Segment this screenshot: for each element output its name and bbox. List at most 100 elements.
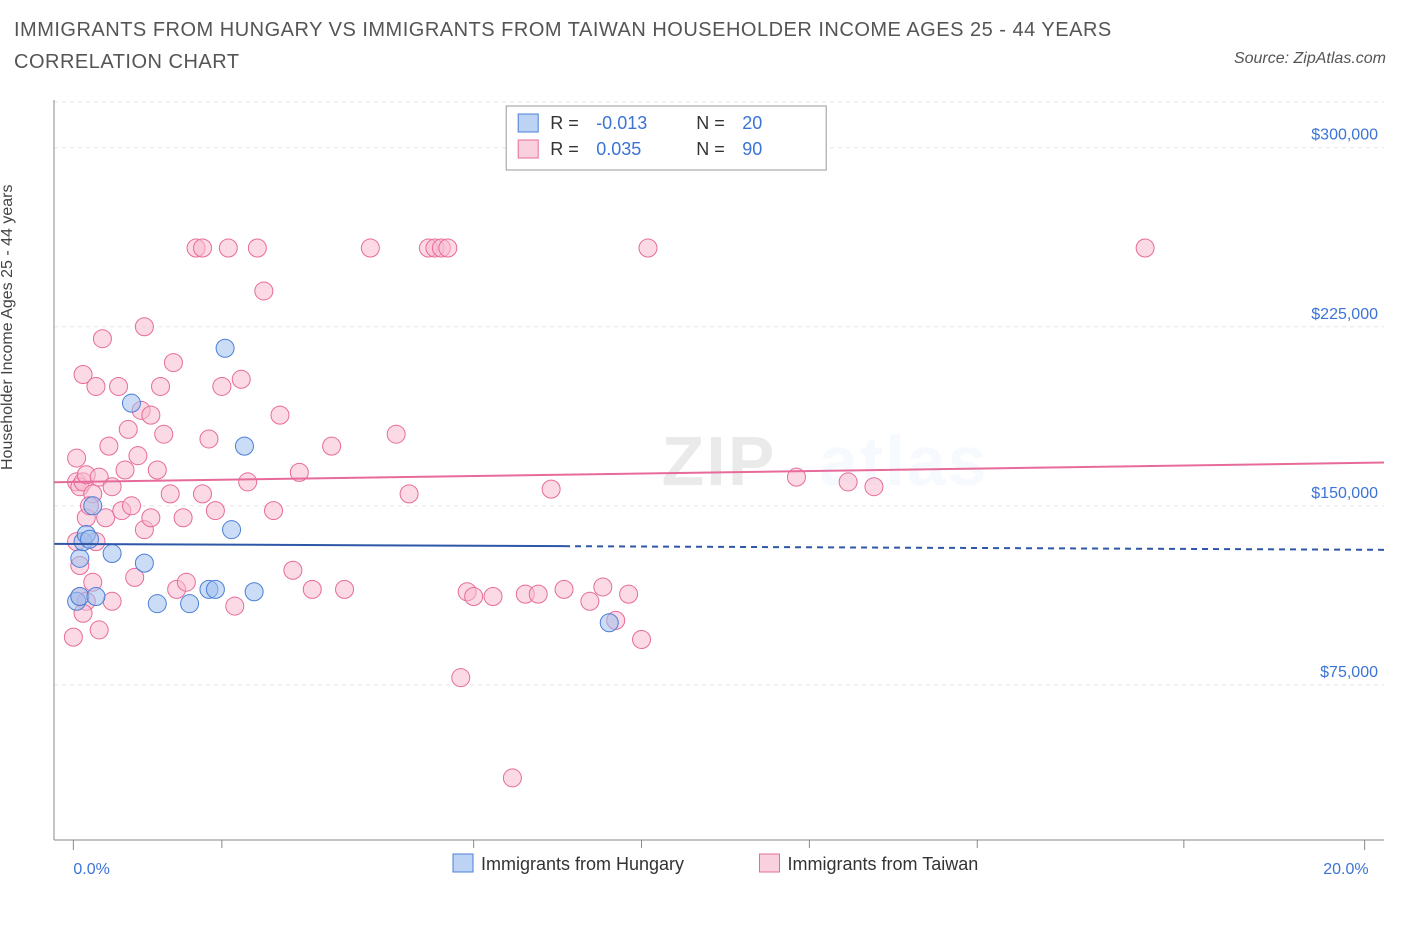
scatter-point-taiwan bbox=[361, 239, 379, 257]
scatter-point-taiwan bbox=[193, 239, 211, 257]
scatter-point-hungary bbox=[103, 545, 121, 563]
scatter-point-taiwan bbox=[439, 239, 457, 257]
scatter-point-taiwan bbox=[148, 461, 166, 479]
bottom-legend-label: Immigrants from Hungary bbox=[481, 854, 684, 874]
bottom-legend-swatch-taiwan bbox=[760, 854, 780, 872]
scatter-point-taiwan bbox=[865, 478, 883, 496]
scatter-point-taiwan bbox=[529, 585, 547, 603]
scatter-point-taiwan bbox=[142, 406, 160, 424]
scatter-point-taiwan bbox=[232, 370, 250, 388]
source-attribution: Source: ZipAtlas.com bbox=[1234, 50, 1386, 68]
scatter-point-taiwan bbox=[90, 621, 108, 639]
scatter-point-hungary bbox=[245, 583, 263, 601]
scatter-point-taiwan bbox=[152, 377, 170, 395]
scatter-point-taiwan bbox=[581, 592, 599, 610]
scatter-point-taiwan bbox=[387, 425, 405, 443]
legend-r-label: R = bbox=[550, 113, 579, 133]
scatter-point-taiwan bbox=[68, 449, 86, 467]
scatter-point-taiwan bbox=[64, 628, 82, 646]
scatter-point-taiwan bbox=[174, 509, 192, 527]
scatter-point-taiwan bbox=[103, 592, 121, 610]
x-tick-label: 0.0% bbox=[73, 861, 109, 878]
scatter-point-taiwan bbox=[213, 377, 231, 395]
scatter-point-taiwan bbox=[271, 406, 289, 424]
scatter-point-taiwan bbox=[200, 430, 218, 448]
scatter-point-taiwan bbox=[465, 588, 483, 606]
scatter-point-taiwan bbox=[87, 377, 105, 395]
scatter-point-hungary bbox=[181, 595, 199, 613]
scatter-point-hungary bbox=[71, 549, 89, 567]
scatter-point-hungary bbox=[206, 580, 224, 598]
scatter-point-hungary bbox=[600, 614, 618, 632]
scatter-point-hungary bbox=[148, 595, 166, 613]
scatter-point-taiwan bbox=[484, 588, 502, 606]
scatter-point-hungary bbox=[235, 437, 253, 455]
scatter-point-taiwan bbox=[400, 485, 418, 503]
scatter-point-taiwan bbox=[265, 502, 283, 520]
scatter-point-hungary bbox=[84, 497, 102, 515]
scatter-point-hungary bbox=[216, 339, 234, 357]
legend-r-label: R = bbox=[550, 139, 579, 159]
scatter-point-taiwan bbox=[542, 480, 560, 498]
x-tick-label: 20.0% bbox=[1323, 861, 1368, 878]
scatter-point-taiwan bbox=[122, 497, 140, 515]
scatter-point-hungary bbox=[81, 530, 99, 548]
scatter-point-taiwan bbox=[219, 239, 237, 257]
scatter-point-taiwan bbox=[336, 580, 354, 598]
scatter-point-taiwan bbox=[303, 580, 321, 598]
scatter-point-taiwan bbox=[155, 425, 173, 443]
watermark: ZIP bbox=[662, 422, 777, 500]
plot-area: ZIPatlas$75,000$150,000$225,000$300,0000… bbox=[40, 100, 1390, 880]
scatter-point-taiwan bbox=[93, 330, 111, 348]
scatter-point-taiwan bbox=[193, 485, 211, 503]
scatter-point-taiwan bbox=[142, 509, 160, 527]
scatter-point-taiwan bbox=[1136, 239, 1154, 257]
scatter-point-taiwan bbox=[100, 437, 118, 455]
scatter-point-taiwan bbox=[161, 485, 179, 503]
y-tick-label: $300,000 bbox=[1311, 127, 1378, 144]
bottom-legend-label: Immigrants from Taiwan bbox=[788, 854, 979, 874]
legend-n-value: 20 bbox=[742, 113, 762, 133]
legend-r-value: -0.013 bbox=[596, 113, 647, 133]
scatter-point-taiwan bbox=[620, 585, 638, 603]
y-tick-label: $75,000 bbox=[1320, 664, 1378, 681]
scatter-point-hungary bbox=[122, 394, 140, 412]
scatter-point-taiwan bbox=[119, 420, 137, 438]
bottom-legend-swatch-hungary bbox=[453, 854, 473, 872]
scatter-point-taiwan bbox=[164, 354, 182, 372]
legend-r-value: 0.035 bbox=[596, 139, 641, 159]
scatter-point-taiwan bbox=[639, 239, 657, 257]
scatter-point-taiwan bbox=[116, 461, 134, 479]
scatter-point-taiwan bbox=[226, 597, 244, 615]
scatter-point-taiwan bbox=[323, 437, 341, 455]
y-tick-label: $225,000 bbox=[1311, 306, 1378, 323]
y-axis-label: Householder Income Ages 25 - 44 years bbox=[0, 185, 17, 471]
legend-n-label: N = bbox=[696, 113, 725, 133]
scatter-point-taiwan bbox=[248, 239, 266, 257]
scatter-point-taiwan bbox=[110, 377, 128, 395]
y-tick-label: $150,000 bbox=[1311, 485, 1378, 502]
trendline-hungary bbox=[54, 544, 564, 546]
chart-svg: ZIPatlas$75,000$150,000$225,000$300,0000… bbox=[40, 100, 1390, 880]
legend-n-value: 90 bbox=[742, 139, 762, 159]
scatter-point-hungary bbox=[87, 588, 105, 606]
scatter-point-taiwan bbox=[633, 630, 651, 648]
scatter-point-hungary bbox=[223, 521, 241, 539]
scatter-point-taiwan bbox=[452, 669, 470, 687]
legend-swatch-hungary bbox=[518, 114, 538, 132]
legend-swatch-taiwan bbox=[518, 140, 538, 158]
scatter-point-taiwan bbox=[239, 473, 257, 491]
scatter-point-taiwan bbox=[284, 561, 302, 579]
scatter-point-taiwan bbox=[129, 447, 147, 465]
scatter-point-taiwan bbox=[206, 502, 224, 520]
chart-title: IMMIGRANTS FROM HUNGARY VS IMMIGRANTS FR… bbox=[14, 14, 1206, 78]
scatter-point-taiwan bbox=[555, 580, 573, 598]
scatter-point-taiwan bbox=[594, 578, 612, 596]
scatter-point-taiwan bbox=[135, 318, 153, 336]
scatter-point-taiwan bbox=[839, 473, 857, 491]
scatter-point-hungary bbox=[135, 554, 153, 572]
scatter-point-taiwan bbox=[177, 573, 195, 591]
scatter-point-taiwan bbox=[503, 769, 521, 787]
legend-n-label: N = bbox=[696, 139, 725, 159]
trendline-dash-hungary bbox=[564, 546, 1384, 550]
